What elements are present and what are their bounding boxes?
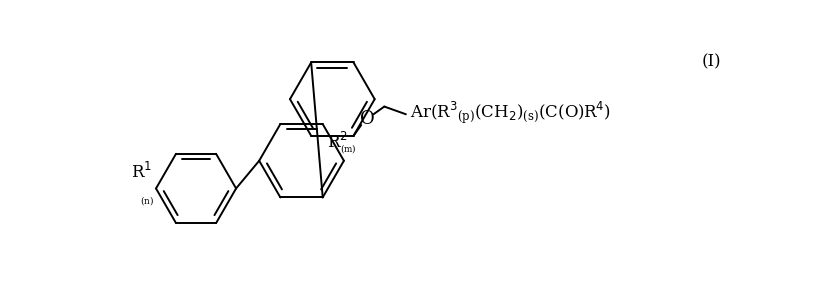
Text: $_{\mathregular{(m)}}$: $_{\mathregular{(m)}}$ [340, 142, 356, 155]
Text: Ar(R$^{3}$$_{\mathregular{(p)}}$(CH$_{2}$)$_{\mathregular{(s)}}$(C(O)R$^{4}$): Ar(R$^{3}$$_{\mathregular{(p)}}$(CH$_{2}… [410, 100, 610, 126]
Text: R$^{1}$: R$^{1}$ [131, 162, 152, 182]
Text: R$^{2}$: R$^{2}$ [327, 132, 347, 152]
Text: $_{\mathregular{(n)}}$: $_{\mathregular{(n)}}$ [139, 195, 153, 208]
Text: O: O [360, 110, 375, 128]
Text: (I): (I) [701, 53, 721, 70]
